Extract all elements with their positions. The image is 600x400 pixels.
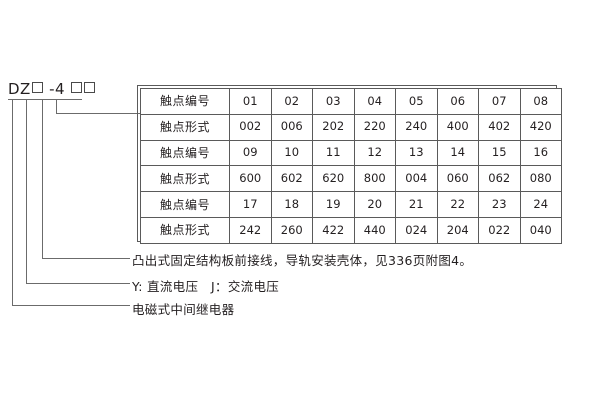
leader-line-3-vertical bbox=[42, 99, 44, 259]
row-header: 触点编号 bbox=[140, 88, 230, 115]
table-cell: 260 bbox=[270, 216, 313, 244]
table-row: 触点编号 17 18 19 20 21 22 23 24 bbox=[140, 191, 562, 218]
leader-line-2-horizontal bbox=[26, 283, 130, 285]
row-header: 触点形式 bbox=[140, 113, 230, 141]
table-cell: 19 bbox=[312, 191, 355, 218]
table-cell: 06 bbox=[436, 88, 479, 115]
table-row: 触点形式 002 006 202 220 240 400 402 420 bbox=[140, 113, 562, 141]
code-tick-3 bbox=[38, 99, 55, 101]
row-header: 触点编号 bbox=[140, 139, 230, 167]
table-cell: 022 bbox=[478, 216, 521, 244]
table-cell: 420 bbox=[519, 113, 562, 141]
table-cell: 24 bbox=[519, 191, 562, 218]
code-tick-1 bbox=[8, 99, 25, 101]
model-series: -4 bbox=[49, 80, 66, 98]
table-cell: 21 bbox=[395, 191, 438, 218]
code-tick-2 bbox=[22, 99, 39, 101]
table-cell: 18 bbox=[270, 191, 313, 218]
table-cell: 04 bbox=[353, 88, 396, 115]
leader-line-1-vertical bbox=[12, 99, 14, 306]
leader-line-1-horizontal bbox=[12, 305, 130, 307]
table-cell: 240 bbox=[395, 113, 438, 141]
leader-line-2-vertical bbox=[26, 99, 28, 284]
table-cell: 242 bbox=[229, 216, 272, 244]
note-structure: 凸出式固定结构板前接线，导轨安装壳体，见336页附图4。 bbox=[132, 253, 473, 268]
table-row: 触点形式 242 260 422 440 024 204 022 040 bbox=[140, 216, 562, 244]
table-cell: 602 bbox=[270, 165, 313, 193]
table-cell: 13 bbox=[395, 139, 438, 167]
table-cell: 01 bbox=[229, 88, 272, 115]
row-header: 触点形式 bbox=[140, 216, 230, 244]
contact-table: 触点编号 01 02 03 04 05 06 07 08 触点形式 002 00… bbox=[140, 88, 562, 244]
table-row: 触点编号 01 02 03 04 05 06 07 08 bbox=[140, 88, 562, 115]
table-cell: 09 bbox=[229, 139, 272, 167]
table-cell: 620 bbox=[312, 165, 355, 193]
table-cell: 202 bbox=[312, 113, 355, 141]
table-cell: 062 bbox=[478, 165, 521, 193]
table-cell: 440 bbox=[353, 216, 396, 244]
model-box-3 bbox=[84, 82, 96, 93]
table-cell: 024 bbox=[395, 216, 438, 244]
leader-line-4-horizontal bbox=[56, 113, 140, 115]
table-cell: 422 bbox=[312, 216, 355, 244]
table-cell: 600 bbox=[229, 165, 272, 193]
code-tick-4 bbox=[52, 99, 82, 101]
table-cell: 20 bbox=[353, 191, 396, 218]
table-cell: 15 bbox=[478, 139, 521, 167]
model-code: DZ -4 bbox=[8, 80, 96, 98]
leader-line-3-horizontal bbox=[42, 258, 130, 260]
model-box-1 bbox=[31, 82, 43, 93]
table-cell: 204 bbox=[436, 216, 479, 244]
table-cell: 22 bbox=[436, 191, 479, 218]
leader-line-4-vertical bbox=[56, 99, 58, 114]
table-cell: 14 bbox=[436, 139, 479, 167]
table-cell: 05 bbox=[395, 88, 438, 115]
model-box-2 bbox=[71, 82, 83, 93]
table-cell: 004 bbox=[395, 165, 438, 193]
table-cell: 400 bbox=[436, 113, 479, 141]
note-voltage: Y: 直流电压 J：交流电压 bbox=[132, 279, 280, 294]
table-cell: 11 bbox=[312, 139, 355, 167]
table-cell: 060 bbox=[436, 165, 479, 193]
table-cell: 006 bbox=[270, 113, 313, 141]
note-relay: 电磁式中间继电器 bbox=[132, 302, 235, 317]
table-cell: 03 bbox=[312, 88, 355, 115]
model-prefix: DZ bbox=[8, 80, 31, 98]
table-cell: 17 bbox=[229, 191, 272, 218]
table-cell: 08 bbox=[519, 88, 562, 115]
table-cell: 07 bbox=[478, 88, 521, 115]
table-row: 触点形式 600 602 620 800 004 060 062 080 bbox=[140, 165, 562, 193]
table-cell: 080 bbox=[519, 165, 562, 193]
table-cell: 220 bbox=[353, 113, 396, 141]
table-cell: 002 bbox=[229, 113, 272, 141]
row-header: 触点编号 bbox=[140, 191, 230, 218]
table-cell: 23 bbox=[478, 191, 521, 218]
table-row: 触点编号 09 10 11 12 13 14 15 16 bbox=[140, 139, 562, 167]
contact-table-body: 触点编号 01 02 03 04 05 06 07 08 触点形式 002 00… bbox=[140, 88, 562, 244]
table-cell: 16 bbox=[519, 139, 562, 167]
table-cell: 040 bbox=[519, 216, 562, 244]
table-cell: 02 bbox=[270, 88, 313, 115]
row-header: 触点形式 bbox=[140, 165, 230, 193]
table-cell: 10 bbox=[270, 139, 313, 167]
table-cell: 402 bbox=[478, 113, 521, 141]
table-cell: 12 bbox=[353, 139, 396, 167]
table-cell: 800 bbox=[353, 165, 396, 193]
